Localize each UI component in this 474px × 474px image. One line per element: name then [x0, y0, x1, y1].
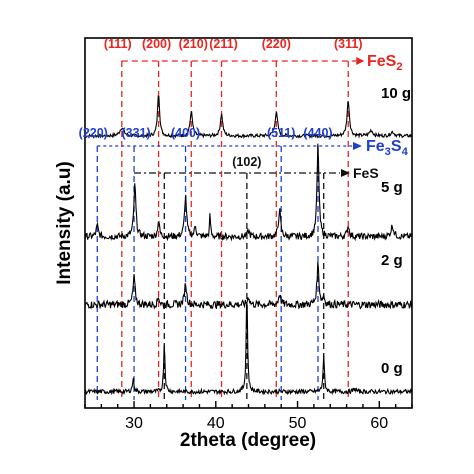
fes2-arrow-icon	[356, 57, 365, 65]
x-axis-title: 2theta (degree)	[180, 430, 316, 451]
series-label: 10 g	[381, 85, 411, 102]
reference-labels: (111) (200) (210) (211) (220) (311) (220) (331)…	[79, 37, 409, 181]
y-axis-title: Intensity (a.u)	[54, 161, 75, 285]
x-tick-label: 30	[125, 415, 143, 432]
fe3s4-arrow-icon	[353, 142, 362, 150]
fes2-label: FeS2	[367, 53, 403, 73]
trace-line	[84, 143, 413, 242]
peak-label: (200)	[142, 37, 171, 51]
trace-line	[84, 95, 413, 140]
plot-frame	[84, 37, 413, 409]
fes-arrow-icon	[341, 169, 350, 177]
reference-lines	[96, 57, 365, 400]
peak-label: (220)	[79, 126, 108, 140]
peak-label: (440)	[303, 126, 332, 140]
peak-label: (220)	[262, 37, 291, 51]
traces	[84, 95, 413, 396]
x-tick-label: 60	[370, 415, 388, 432]
peak-label: (511)	[267, 126, 296, 140]
x-axis: 30 40 50 60	[84, 401, 413, 432]
series-label: 5 g	[381, 179, 403, 196]
peak-label: (102)	[232, 155, 261, 169]
fes-label: FeS	[353, 165, 379, 181]
series-labels: 10 g 5 g 2 g 0 g	[381, 85, 411, 377]
trace-line	[84, 261, 413, 310]
peak-label: (111)	[104, 37, 132, 51]
peak-label: (311)	[334, 37, 363, 51]
plot-area: (111) (200) (210) (211) (220) (311) (220) (331)…	[79, 37, 413, 409]
peak-label: (400)	[171, 126, 200, 140]
trace-line	[84, 303, 413, 396]
peak-label: (331)	[121, 126, 150, 140]
peak-label: (211)	[209, 37, 238, 51]
peak-label: (210)	[179, 37, 208, 51]
x-tick-label: 40	[207, 415, 225, 432]
fe3s4-label: Fe3S4	[366, 138, 409, 158]
x-tick-label: 50	[289, 415, 307, 432]
series-label: 2 g	[381, 252, 403, 269]
series-label: 0 g	[381, 360, 403, 377]
